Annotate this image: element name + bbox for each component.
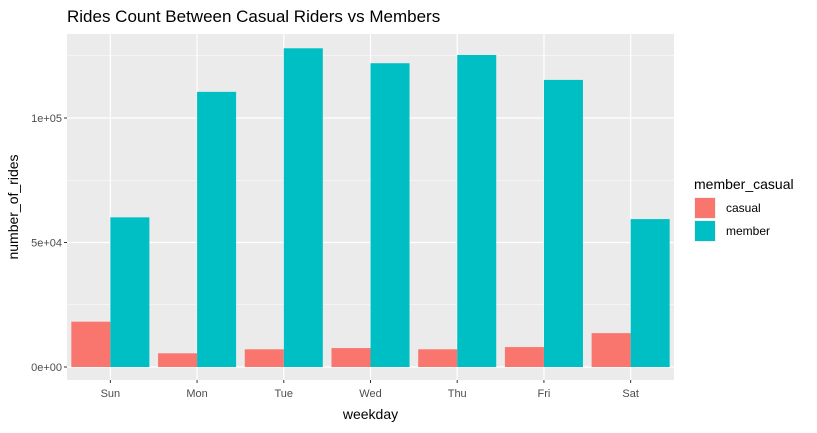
bar-member-sat — [630, 219, 670, 367]
x-tick-label: Thu — [448, 388, 467, 400]
bar-member-mon — [197, 91, 237, 367]
x-tick-label: Mon — [186, 388, 207, 400]
bar-casual-fri — [504, 347, 544, 367]
bar-casual-mon — [158, 353, 198, 367]
bar-member-sun — [110, 217, 150, 367]
y-axis: 0e+00 5e+04 1e+05 — [31, 113, 67, 374]
legend-title: member_casual — [694, 176, 794, 192]
bar-casual-tue — [244, 349, 284, 367]
bar-member-tue — [283, 48, 323, 367]
x-tick-label: Wed — [359, 388, 381, 400]
x-tick-label: Sat — [622, 388, 639, 400]
legend-items: casual member — [694, 197, 770, 242]
bar-casual-sat — [591, 333, 631, 367]
legend: member_casual casual member — [694, 176, 794, 242]
bar-member-thu — [457, 55, 497, 368]
x-tick-label: Sun — [101, 388, 121, 400]
x-axis: Sun Mon Tue Wed Thu Fri Sat — [101, 380, 639, 400]
x-tick-label: Tue — [275, 388, 294, 400]
bar-casual-thu — [418, 349, 458, 367]
bar-casual-sun — [71, 321, 111, 367]
bar-casual-wed — [331, 348, 371, 367]
x-axis-title: weekday — [342, 406, 398, 422]
legend-label-casual: casual — [726, 201, 761, 215]
bars — [71, 48, 670, 368]
chart-title: Rides Count Between Casual Riders vs Mem… — [67, 7, 440, 26]
legend-swatch-casual — [695, 198, 715, 218]
y-tick-label: 1e+05 — [31, 113, 62, 125]
legend-swatch-member — [695, 221, 715, 241]
bar-member-fri — [543, 79, 583, 367]
bar-member-wed — [370, 63, 410, 367]
x-tick-label: Fri — [538, 388, 551, 400]
y-axis-title: number_of_rides — [5, 154, 21, 259]
y-tick-label: 5e+04 — [31, 238, 62, 250]
legend-label-member: member — [726, 224, 770, 238]
y-tick-label: 0e+00 — [31, 362, 62, 374]
